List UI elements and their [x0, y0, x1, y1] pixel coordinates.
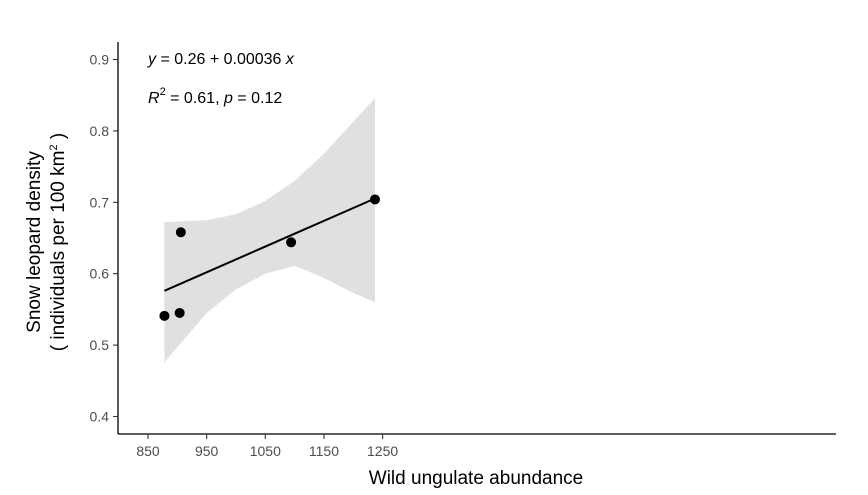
y-tick-label: 0.9: [90, 52, 110, 68]
confidence-band-layer: [164, 98, 375, 363]
data-point: [369, 194, 380, 205]
data-point: [286, 237, 297, 248]
equation-y-symbol: y: [147, 51, 157, 68]
y-axis-title-line2: ( individuals per 100 km2 ): [48, 133, 69, 351]
r2-value: = 0.61,: [166, 90, 224, 107]
y-axis-title-superscript: 2: [48, 144, 60, 150]
y-tick-label: 0.8: [90, 123, 110, 139]
regression-stats: R2 = 0.61, p = 0.12: [148, 86, 282, 107]
y-axis-ticks: 0.4 0.5 0.6 0.7 0.8 0.9: [90, 52, 118, 425]
data-point: [159, 310, 170, 321]
p-value: = 0.12: [233, 90, 282, 107]
r2-superscript: 2: [160, 86, 166, 98]
regression-equation: y = 0.26 + 0.00036 x: [147, 51, 295, 68]
y-tick-label: 0.4: [90, 409, 110, 425]
x-axis-ticks: 850 950 1050 1150 1250: [136, 434, 398, 459]
r2-symbol: R: [148, 90, 160, 107]
regression-line-layer: [164, 197, 376, 292]
x-tick-label: 850: [136, 443, 160, 459]
data-points-layer: [159, 194, 380, 321]
y-axis-title: Snow leopard density ( individuals per 1…: [24, 133, 69, 351]
x-tick-label: 1250: [367, 443, 398, 459]
y-tick-label: 0.6: [90, 266, 110, 282]
x-tick-label: 1050: [250, 443, 281, 459]
x-tick-label: 950: [195, 443, 219, 459]
x-axis-title: Wild ungulate abundance: [369, 468, 583, 489]
y-tick-label: 0.7: [90, 194, 110, 210]
equation-x-symbol: x: [285, 51, 295, 68]
data-point: [175, 227, 186, 238]
y-axis-title-line1: Snow leopard density: [24, 151, 45, 333]
p-symbol: p: [223, 90, 233, 107]
y-axis-title-close: ): [48, 133, 69, 145]
y-tick-label: 0.5: [90, 337, 110, 353]
equation-body: = 0.26 + 0.00036: [156, 51, 286, 68]
confidence-band: [164, 98, 375, 363]
y-axis-title-unit: ( individuals per 100 km: [48, 151, 69, 352]
data-point: [174, 307, 185, 318]
regression-line: [164, 197, 376, 292]
x-tick-label: 1150: [309, 443, 339, 459]
